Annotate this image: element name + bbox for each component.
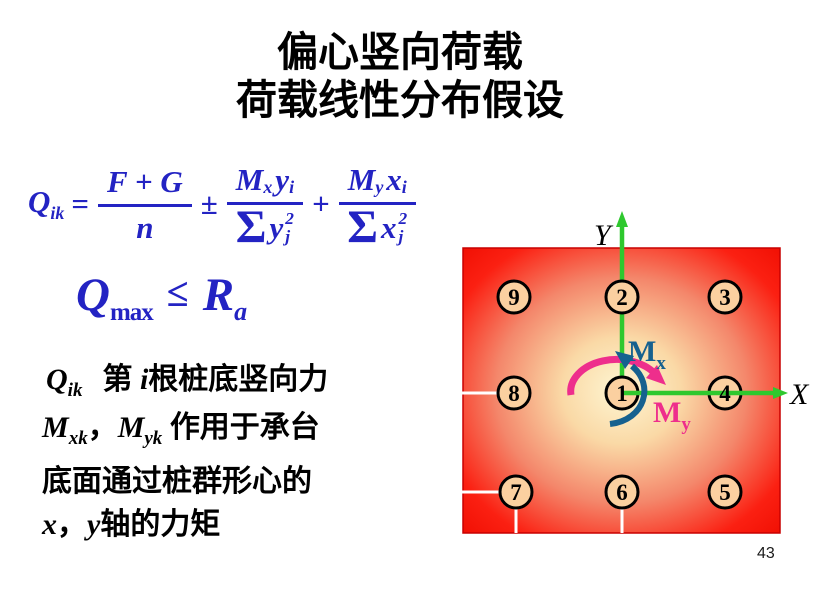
slide-title: 偏心竖向荷载 荷载线性分布假设: [0, 28, 800, 124]
note-moments: Mxk，Myk 作用于承台 底面通过桩群形心的 x，y轴的力矩: [42, 406, 472, 546]
pile-7-label: 7: [510, 480, 522, 505]
less-equal-sign: ≤: [166, 270, 189, 315]
title-line-2: 荷载线性分布假设: [236, 77, 564, 123]
pile-3-label: 3: [719, 285, 731, 310]
dimension-lines: [447, 391, 624, 533]
page-number: 43: [757, 545, 775, 562]
moment-arrow-my-head: [646, 365, 666, 385]
pile-9: [496, 279, 532, 315]
pile-6-label: 6: [616, 480, 628, 505]
pile-3: [707, 279, 743, 315]
moment-arrow-mx-head: [615, 351, 634, 369]
pile-8-label: 8: [508, 381, 520, 406]
pile-9-label: 9: [508, 285, 520, 310]
sigma-symbol: Σ: [235, 200, 267, 253]
formula-lhs: Qik: [28, 183, 65, 224]
pile-4-label: 4: [719, 381, 731, 406]
my-label: My: [653, 396, 691, 435]
x-axis: [622, 387, 788, 399]
pile-1-label: 1: [616, 381, 628, 406]
pile-7: [498, 474, 534, 510]
fraction-fg-over-n: F + G n: [98, 163, 192, 246]
equals-sign: =: [71, 186, 90, 221]
note-moments-line-1: Mxk，Myk 作用于承台: [42, 411, 320, 449]
plus-minus-sign: ±: [200, 186, 218, 221]
x-axis-arrowhead: [773, 387, 788, 399]
pile-2: [604, 279, 640, 315]
qmax-condition: Qmax ≤ Ra: [76, 269, 248, 326]
pile-circles: [496, 279, 743, 510]
note-moments-line-3: x，y轴的力矩: [42, 508, 221, 541]
pile-6: [604, 474, 640, 510]
pile-numbers: 9 2 3 8 1 4 7 6 5: [508, 285, 731, 505]
sigma-symbol: Σ: [347, 200, 379, 253]
x-axis-label: X: [789, 378, 810, 411]
moment-arrow-my: [567, 355, 666, 396]
moment-arrow-mx: [609, 351, 648, 427]
mx-label: Mx: [628, 335, 666, 374]
y-axis-arrowhead: [616, 211, 628, 227]
pile-5: [707, 474, 743, 510]
plus-sign: +: [312, 186, 330, 221]
pile-8: [496, 375, 532, 411]
qik-symbol: Qik: [46, 363, 83, 401]
note-qik: Qik 第 i根桩底竖向力: [46, 363, 329, 401]
note-moments-line-2: 底面通过桩群形心的: [42, 465, 312, 498]
pile-5-label: 5: [719, 480, 731, 505]
title-line-1: 偏心竖向荷载: [277, 29, 523, 75]
pile-2-label: 2: [616, 285, 628, 310]
y-axis-label: Y: [594, 219, 614, 252]
